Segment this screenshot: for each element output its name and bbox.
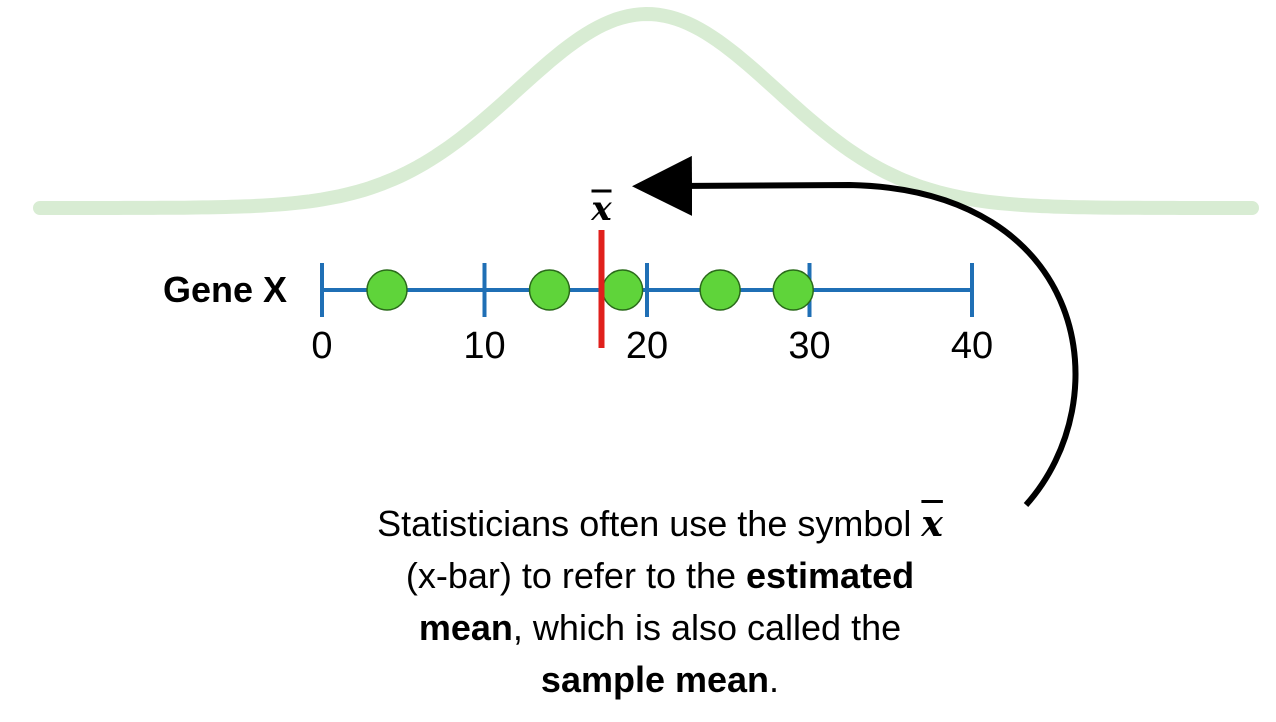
caption-period: . <box>769 659 780 700</box>
callout-arrow <box>632 155 1079 507</box>
gene-x-label: Gene X <box>163 269 287 310</box>
gene-x-number-line <box>320 263 974 317</box>
caption-text-1: Statisticians often use the symbol <box>377 503 912 544</box>
tick-label-0: 0 <box>311 325 332 367</box>
x-bar-symbol-inline: x <box>921 503 943 545</box>
caption-line-3: mean, which is also called the <box>300 602 1020 654</box>
x-bar-letter: x <box>590 189 612 229</box>
caption-line-4: sample mean. <box>300 654 1020 706</box>
data-point-2 <box>528 269 571 311</box>
caption-line-1: Statisticians often use the symbol x <box>300 498 1020 550</box>
tick-label-30: 30 <box>788 325 830 367</box>
explanation-caption: Statisticians often use the symbol x (x-… <box>300 498 1020 706</box>
data-point-4 <box>699 269 741 311</box>
data-point-5 <box>772 269 814 311</box>
caption-emphasis-sample-mean: sample mean <box>540 659 770 700</box>
tick-label-10: 10 <box>463 325 505 367</box>
caption-emphasis-estimated: estimated <box>746 555 915 596</box>
caption-text-3b: , which is also called the <box>512 607 902 648</box>
caption-line-2: (x-bar) to refer to the estimated <box>300 550 1020 602</box>
tick-label-20: 20 <box>626 325 668 367</box>
normal-distribution-curve <box>33 6 1259 215</box>
axis-tick-labels: 0 10 20 30 40 <box>311 325 993 367</box>
data-points <box>366 269 814 311</box>
caption-emphasis-mean: mean <box>418 607 513 648</box>
caption-text-2a: (x-bar) to refer to the <box>405 555 747 596</box>
tick-label-40: 40 <box>951 325 993 367</box>
x-bar-symbol-top: x <box>590 189 612 229</box>
data-point-3 <box>601 269 644 311</box>
data-point-1 <box>366 269 408 311</box>
